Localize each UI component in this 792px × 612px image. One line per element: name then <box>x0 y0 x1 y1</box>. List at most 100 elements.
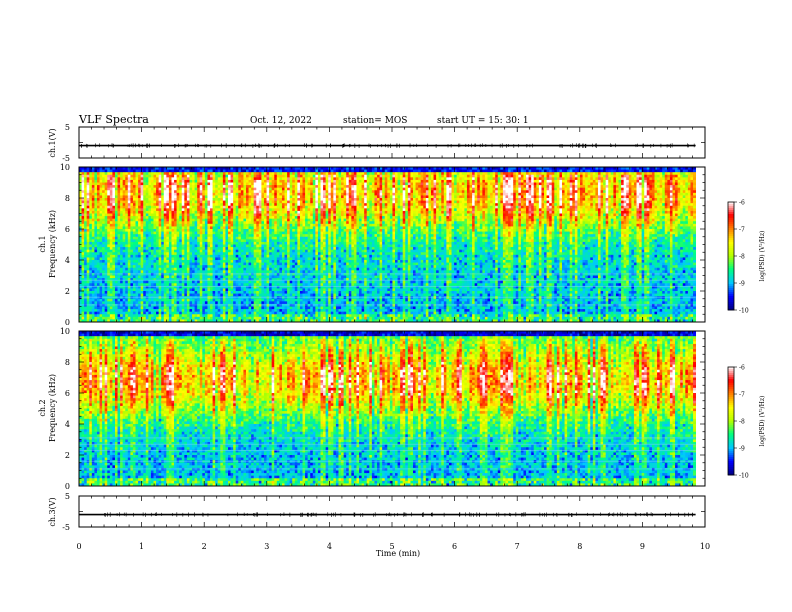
spectrogram-cell <box>225 237 228 240</box>
spectrogram-cell <box>146 301 149 304</box>
spectrogram-cell <box>210 304 213 307</box>
spectrogram-cell <box>241 270 244 273</box>
spectrogram-cell <box>130 175 133 178</box>
spectrogram-cell <box>97 270 100 273</box>
spectrogram-cell <box>130 288 133 291</box>
spectrogram-cell <box>174 193 177 196</box>
spectrogram-cell <box>161 283 164 286</box>
spectrogram-cell <box>195 294 198 297</box>
spectrogram-cell <box>133 234 136 237</box>
spectrogram-cell <box>207 183 210 186</box>
spectrogram-cell <box>213 268 216 271</box>
spectrogram-cell <box>218 195 221 198</box>
spectrogram-cell <box>125 214 128 217</box>
spectrogram-cell <box>202 239 205 242</box>
spectrogram-cell <box>82 281 85 284</box>
spectrogram-cell <box>223 226 226 229</box>
spectrogram-cell <box>164 312 167 315</box>
spectrogram-cell <box>138 185 141 188</box>
spectrogram-cell <box>236 234 239 237</box>
spectrogram-cell <box>110 309 113 312</box>
spectrogram-cell <box>166 232 169 235</box>
spectrogram-cell <box>112 301 115 304</box>
spectrogram-cell <box>192 296 195 299</box>
spectrogram-cell <box>189 216 192 219</box>
spectrogram-cell <box>130 198 133 201</box>
spectrogram-cell <box>164 301 167 304</box>
spectrogram-cell <box>220 219 223 222</box>
spectrogram-cell <box>174 183 177 186</box>
spectrogram-cell <box>192 190 195 193</box>
spectrogram-cell <box>174 276 177 279</box>
spectrogram-cell <box>182 224 185 227</box>
spectrogram-cell <box>84 288 87 291</box>
spectrogram-cell <box>179 224 182 227</box>
spectrogram-cell <box>141 260 144 263</box>
spectrogram-cell <box>84 276 87 279</box>
spectrogram-cell <box>169 309 172 312</box>
spectrogram-cell <box>182 257 185 260</box>
spectrogram-cell <box>105 206 108 209</box>
spectrogram-cell <box>200 203 203 206</box>
spectrogram-cell <box>164 229 167 232</box>
spectrogram-cell <box>105 296 108 299</box>
spectrogram-cell <box>94 291 97 294</box>
spectrogram-cell <box>174 247 177 250</box>
spectrogram-cell <box>154 278 157 281</box>
spectrogram-cell <box>207 195 210 198</box>
spectrogram-cell <box>213 299 216 302</box>
spectrogram-cell <box>136 216 139 219</box>
spectrogram-cell <box>179 226 182 229</box>
spectrogram-cell <box>138 193 141 196</box>
spectrogram-cell <box>238 214 241 217</box>
spectrogram-cell <box>228 183 231 186</box>
spectrogram-cell <box>89 234 92 237</box>
spectrogram-cell <box>192 214 195 217</box>
spectrogram-cell <box>223 257 226 260</box>
spectrogram-cell <box>220 309 223 312</box>
spectrogram-cell <box>238 203 241 206</box>
spectrogram-cell <box>231 309 234 312</box>
spectrogram-cell <box>133 309 136 312</box>
spectrogram-cell <box>146 232 149 235</box>
spectrogram-cell <box>200 250 203 253</box>
spectrogram-cell <box>84 301 87 304</box>
spectrogram-cell <box>112 304 115 307</box>
spectrogram-cell <box>133 312 136 315</box>
spectrogram-cell <box>210 175 213 178</box>
spectrogram-cell <box>156 317 159 320</box>
spectrogram-cell <box>112 206 115 209</box>
spectrogram-cell <box>220 301 223 304</box>
spectrogram-cell <box>207 263 210 266</box>
spectrogram-cell <box>228 273 231 276</box>
spectrogram-cell <box>205 221 208 224</box>
spectrogram-cell <box>166 188 169 191</box>
spectrogram-cell <box>223 180 226 183</box>
spectrogram-cell <box>220 216 223 219</box>
spectrogram-cell <box>236 257 239 260</box>
spectrogram-cell <box>143 296 146 299</box>
spectrogram-cell <box>205 314 208 317</box>
spectrogram-cell <box>146 309 149 312</box>
spectrogram-cell <box>143 203 146 206</box>
spectrogram-cell <box>84 232 87 235</box>
spectrogram-cell <box>218 229 221 232</box>
spectrogram-cell <box>148 317 151 320</box>
spectrogram-cell <box>174 278 177 281</box>
spectrogram-cell <box>166 283 169 286</box>
spectrogram-cell <box>207 299 210 302</box>
spectrogram-cell <box>115 296 118 299</box>
spectrogram-cell <box>133 226 136 229</box>
spectrogram-cell <box>84 291 87 294</box>
spectrogram-cell <box>110 268 113 271</box>
spectrogram-cell <box>154 314 157 317</box>
spectrogram-cell <box>187 268 190 271</box>
spectrogram-cell <box>110 247 113 250</box>
spectrogram-cell <box>164 260 167 263</box>
spectrogram-cell <box>223 260 226 263</box>
spectrogram-cell <box>207 177 210 180</box>
spectrogram-cell <box>105 221 108 224</box>
spectrogram-cell <box>182 314 185 317</box>
spectrogram-cell <box>166 201 169 204</box>
spectrogram-cell <box>156 242 159 245</box>
